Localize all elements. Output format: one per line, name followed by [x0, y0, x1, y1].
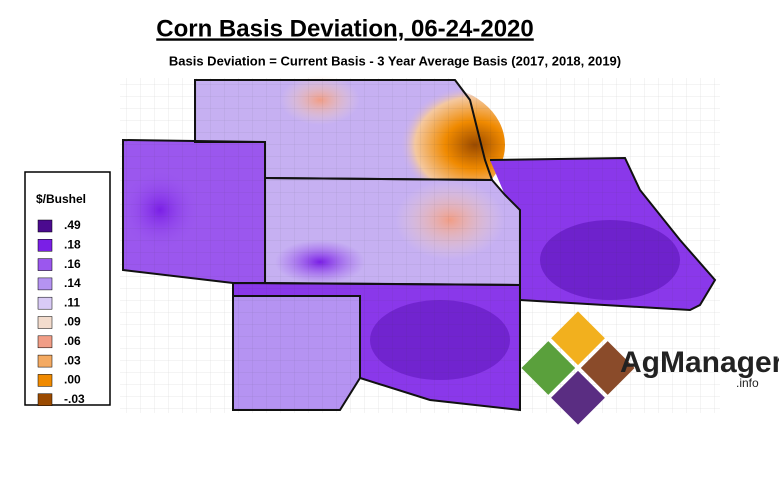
legend-swatch [37, 316, 53, 329]
legend-label: -.03 [64, 392, 85, 406]
logo-suffix: .info [736, 376, 759, 390]
legend-label: .06 [64, 334, 81, 348]
state-borders [122, 79, 717, 412]
shade [395, 180, 505, 260]
legend: $/Bushel .49 .18 .16 .14 .11 .09 .06 .03 .00 -.03 [24, 171, 111, 406]
shade [275, 240, 365, 284]
legend-swatch [37, 335, 53, 349]
legend-label: .09 [64, 315, 81, 329]
legend-swatch [37, 296, 53, 310]
shade [540, 220, 680, 300]
legend-swatch [37, 393, 53, 406]
shade [120, 170, 200, 250]
legend-label: .11 [64, 295, 80, 309]
legend-swatch [37, 374, 53, 387]
map-title: Corn Basis Deviation, 06-24-2020 [156, 15, 534, 42]
shade [370, 300, 510, 380]
legend-swatch [37, 258, 53, 271]
legend-label: .49 [64, 218, 81, 232]
logo: AgManager .info [521, 311, 779, 425]
legend-swatch [37, 219, 53, 233]
logo-icon [521, 311, 635, 425]
legend-swatch [37, 354, 53, 368]
state-texas [233, 296, 360, 410]
legend-label: .00 [64, 373, 81, 387]
legend-title: $/Bushel [36, 192, 86, 206]
logo-name: AgManager [620, 346, 779, 379]
legend-label: .14 [64, 276, 81, 290]
legend-label: .18 [64, 237, 81, 251]
legend-label: .16 [64, 257, 81, 271]
legend-swatch [37, 239, 53, 252]
legend-items: .49 .18 .16 .14 .11 .09 .06 .03 .00 -.03 [37, 218, 85, 406]
legend-label: .03 [64, 353, 81, 367]
legend-swatch [37, 277, 53, 291]
map-subtitle: Basis Deviation = Current Basis - 3 Year… [169, 53, 621, 68]
shade [280, 75, 360, 125]
